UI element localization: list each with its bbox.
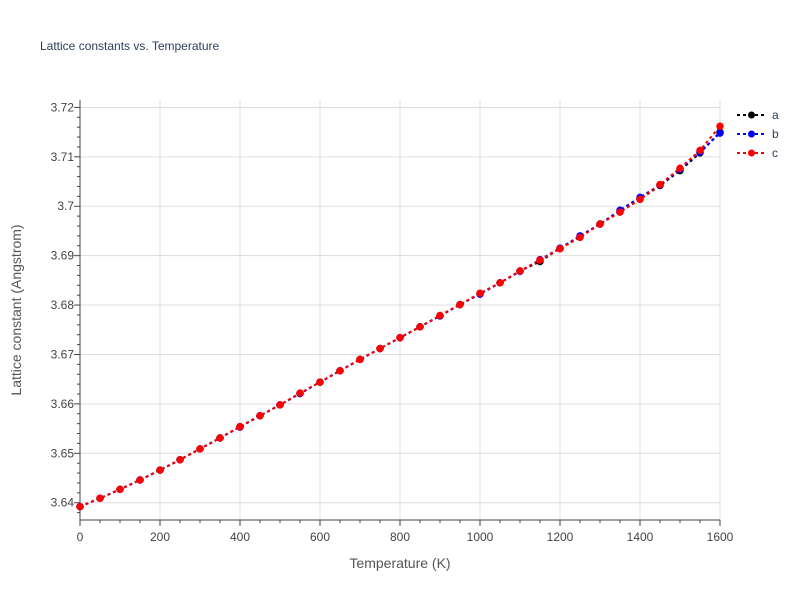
data-point-c[interactable] bbox=[356, 355, 364, 364]
x-tick-label: 1000 bbox=[467, 530, 494, 544]
data-point-c[interactable] bbox=[236, 422, 244, 431]
chart-title: Lattice constants vs. Temperature bbox=[40, 39, 220, 53]
x-tick-label: 600 bbox=[310, 530, 330, 544]
data-point-c[interactable] bbox=[196, 445, 204, 453]
data-point-c[interactable] bbox=[276, 401, 284, 409]
y-tick-label: 3.71 bbox=[51, 150, 75, 164]
data-point-c[interactable] bbox=[336, 367, 344, 375]
x-tick-label: 1600 bbox=[707, 530, 734, 544]
data-point-c[interactable] bbox=[676, 164, 684, 172]
legend-item-c[interactable]: c bbox=[737, 146, 778, 160]
data-point-c[interactable] bbox=[656, 180, 664, 189]
data-point-c[interactable] bbox=[596, 220, 604, 228]
data-point-c[interactable] bbox=[316, 378, 324, 386]
legend-item-b[interactable]: b bbox=[737, 127, 779, 141]
y-tick-label: 3.67 bbox=[51, 347, 75, 361]
x-tick-label: 800 bbox=[390, 530, 410, 544]
data-point-c[interactable] bbox=[616, 208, 624, 216]
grid-layer bbox=[80, 100, 721, 520]
data-point-c[interactable] bbox=[96, 494, 104, 503]
legend[interactable]: abc bbox=[737, 108, 779, 160]
axis-layer: 0 200 400 600 800 1000 1200 1400 1600 3.64 3.65 3.6… bbox=[51, 100, 734, 544]
x-tick-label: 400 bbox=[230, 530, 250, 544]
series-c bbox=[76, 122, 724, 511]
data-point-c[interactable] bbox=[436, 311, 444, 320]
legend-swatch-marker bbox=[748, 149, 755, 157]
y-tick-label: 3.68 bbox=[51, 298, 75, 312]
data-point-c[interactable] bbox=[136, 476, 144, 484]
y-tick-label: 3.72 bbox=[51, 100, 75, 114]
legend-label: c bbox=[772, 146, 778, 160]
y-tick-label: 3.65 bbox=[51, 446, 75, 460]
x-axis-title: Temperature (K) bbox=[349, 555, 450, 571]
x-tick-label: 1200 bbox=[547, 530, 574, 544]
series-layer bbox=[76, 122, 724, 511]
data-point-c[interactable] bbox=[156, 466, 164, 474]
x-tick-label: 0 bbox=[77, 530, 84, 544]
y-tick-label: 3.66 bbox=[51, 397, 75, 411]
x-tick-label: 200 bbox=[150, 530, 170, 544]
x-tick-label: 1400 bbox=[627, 530, 654, 544]
y-tick-label: 3.69 bbox=[51, 249, 75, 263]
data-point-c[interactable] bbox=[256, 411, 264, 420]
data-point-c[interactable] bbox=[296, 389, 304, 397]
data-point-c[interactable] bbox=[696, 146, 704, 155]
data-point-c[interactable] bbox=[576, 233, 584, 242]
data-point-c[interactable] bbox=[416, 323, 424, 331]
legend-item-a[interactable]: a bbox=[737, 108, 779, 122]
y-tick-label: 3.7 bbox=[57, 199, 74, 213]
y-tick-label: 3.64 bbox=[51, 496, 75, 510]
legend-swatch-marker bbox=[748, 111, 755, 119]
legend-swatch-marker bbox=[748, 130, 755, 138]
data-point-c[interactable] bbox=[556, 244, 564, 253]
data-point-c[interactable] bbox=[76, 502, 84, 511]
data-point-c[interactable] bbox=[716, 122, 724, 130]
data-point-c[interactable] bbox=[216, 434, 224, 442]
legend-label: a bbox=[772, 108, 779, 122]
data-point-c[interactable] bbox=[636, 195, 644, 204]
data-point-c[interactable] bbox=[476, 289, 484, 297]
data-point-c[interactable] bbox=[456, 300, 464, 309]
data-point-c[interactable] bbox=[396, 333, 404, 342]
data-point-b[interactable] bbox=[716, 129, 724, 137]
data-point-c[interactable] bbox=[176, 455, 184, 464]
data-point-c[interactable] bbox=[516, 267, 524, 275]
data-point-c[interactable] bbox=[116, 485, 124, 494]
legend-label: b bbox=[772, 127, 779, 141]
y-axis-title: Lattice constant (Angstrom) bbox=[8, 224, 24, 395]
data-point-c[interactable] bbox=[376, 344, 384, 353]
data-point-c[interactable] bbox=[536, 256, 544, 264]
data-point-c[interactable] bbox=[496, 279, 504, 287]
